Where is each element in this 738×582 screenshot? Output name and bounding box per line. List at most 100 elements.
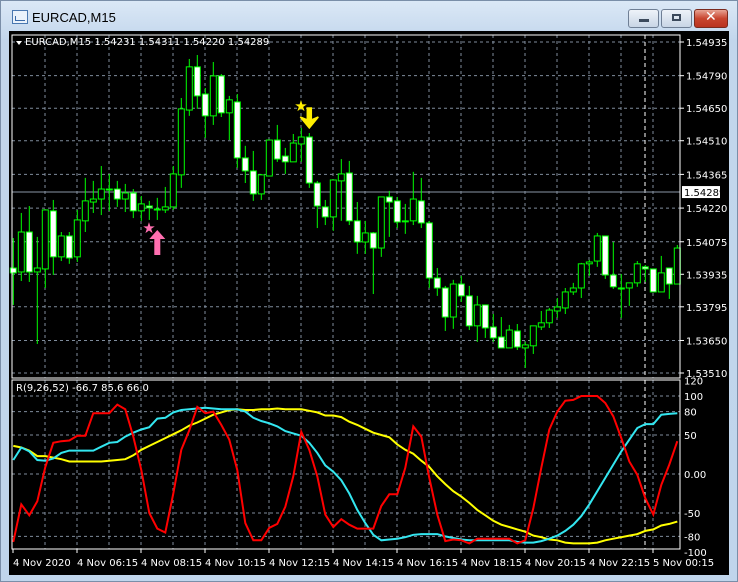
candle-body-bearish [513, 330, 521, 348]
candle [201, 87, 209, 138]
candle-body-bullish [137, 203, 145, 212]
sell-signal: ★ [294, 97, 319, 130]
candle-body-bullish [593, 235, 601, 262]
candle-body-bearish [417, 200, 425, 224]
time-tick-label: 4 Nov 20:15 [525, 558, 586, 569]
candle-body-bullish [185, 66, 193, 111]
candle-body-bullish [225, 99, 233, 114]
candle [569, 282, 577, 295]
candle [441, 285, 449, 331]
candle-body-bearish [393, 200, 401, 223]
candle [393, 196, 401, 229]
window-title: EURCAD,M15 [32, 10, 116, 25]
candle-body-bullish [673, 247, 681, 285]
price-chart-svg[interactable]: 1.54935 1.54790 1.54650 1.54510 1.54365 1.542… [9, 31, 729, 575]
candle [417, 177, 425, 229]
candle-body-bearish [497, 336, 505, 349]
candle-body-bullish [297, 136, 305, 145]
chart-area[interactable]: 1.54935 1.54790 1.54650 1.54510 1.54365 1.542… [9, 31, 729, 575]
star-icon: ★ [142, 219, 155, 237]
candle [425, 220, 433, 288]
candle [665, 267, 673, 299]
candle-body-bearish [641, 266, 649, 270]
candle [673, 245, 681, 285]
candle [33, 236, 41, 344]
indicator-line-red [12, 395, 679, 545]
candle [73, 209, 81, 262]
maximize-button[interactable] [661, 9, 692, 28]
candle-body-bullish [377, 196, 385, 249]
candle-body-bearish [49, 210, 57, 258]
buy-signal: ★ [142, 219, 166, 255]
candle [81, 177, 89, 233]
candle-body-bearish [273, 139, 281, 160]
candle [345, 160, 353, 226]
main-chart-header: EURCAD,M15 1.54231 1.54311 1.54220 1.542… [25, 37, 269, 48]
candle-body-bullish [553, 306, 561, 312]
candle [9, 238, 17, 305]
candle [193, 55, 201, 109]
candle [657, 255, 665, 293]
candle [561, 287, 569, 315]
candle [457, 275, 465, 302]
candle-body-bullish [625, 282, 633, 289]
candle [57, 232, 65, 262]
candle [233, 94, 241, 168]
candle-body-bullish [361, 232, 369, 243]
candle [585, 259, 593, 276]
time-tick-label: 4 Nov 22:15 [589, 558, 650, 569]
candle-body-bullish [97, 188, 105, 200]
candle [161, 186, 169, 213]
main-plot-frame [11, 34, 681, 379]
candle-body-bearish [425, 222, 433, 279]
candle [449, 279, 457, 329]
candle [113, 180, 121, 207]
price-tick-label: 1.53650 [686, 336, 727, 347]
candle-body-bearish [489, 326, 497, 339]
candle-body-bullish [545, 309, 553, 324]
candle-body-bearish [25, 231, 33, 273]
time-tick-label: 5 Nov 00:15 [653, 558, 714, 569]
candle [313, 180, 321, 229]
candle-body-bullish [617, 287, 625, 290]
price-tick-label: 1.53510 [686, 369, 727, 380]
candle-body-bearish [241, 157, 249, 172]
candle-body-bullish [449, 283, 457, 318]
candle-body-bearish [113, 188, 121, 200]
candle-body-bearish [281, 155, 289, 163]
price-tick-label: 1.54220 [686, 204, 727, 215]
candle [281, 147, 289, 174]
candle-body-bullish [529, 325, 537, 347]
candle-body-bearish [649, 268, 657, 293]
candle-body-bearish [433, 277, 441, 289]
time-tick-label: 4 Nov 06:15 [77, 558, 138, 569]
candle [513, 323, 521, 351]
candle-body-bullish [505, 329, 513, 349]
candle [369, 232, 377, 295]
candle [217, 74, 225, 118]
candle-body-bearish [145, 205, 153, 209]
candle-body-bearish [601, 235, 609, 276]
candle-body-bearish [665, 267, 673, 285]
candle [209, 61, 217, 125]
price-tick-label: 1.54365 [686, 170, 727, 181]
candle-body-bullish [577, 263, 585, 289]
candle-body-bearish [249, 170, 257, 195]
close-button[interactable]: ✕ [694, 9, 728, 28]
candle-body-bullish [41, 209, 49, 270]
candle-body-bearish [481, 304, 489, 329]
candle-body-bullish [169, 173, 177, 208]
candle [489, 314, 497, 342]
candle [409, 171, 417, 226]
candle-body-bullish [409, 198, 417, 222]
candle [385, 190, 393, 237]
price-tick-label: 1.53935 [686, 270, 727, 281]
minimize-icon [639, 19, 649, 22]
minimize-button[interactable] [628, 9, 659, 28]
candle [641, 264, 649, 282]
price-tick-label: 1.54075 [686, 238, 727, 249]
candle [41, 209, 49, 288]
candle [273, 124, 281, 162]
candle [473, 295, 481, 342]
candle-body-bearish [9, 267, 17, 274]
